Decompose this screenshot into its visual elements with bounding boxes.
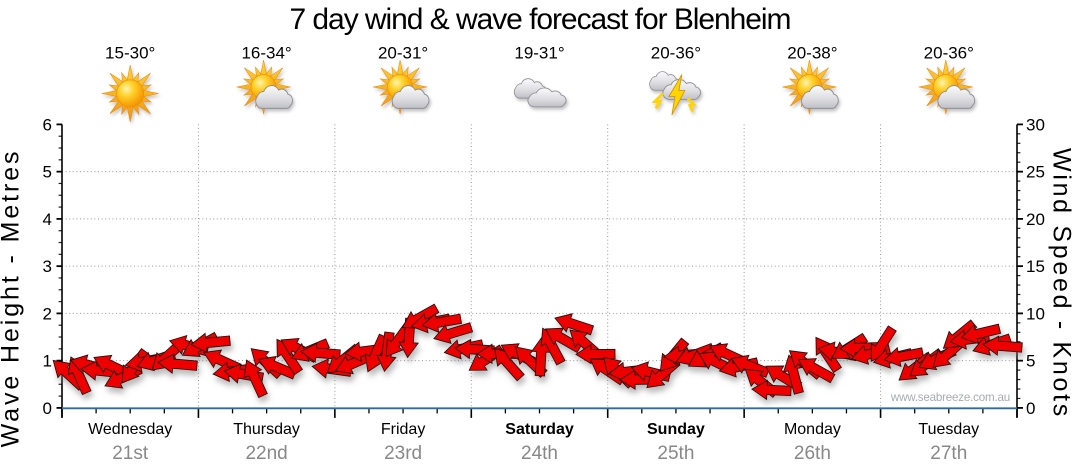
svg-text:Wind Speed - Knots: Wind Speed - Knots xyxy=(1048,148,1076,419)
svg-text:22nd: 22nd xyxy=(245,443,287,464)
svg-text:16-34°: 16-34° xyxy=(241,44,291,63)
svg-text:25th: 25th xyxy=(657,443,694,464)
svg-text:20: 20 xyxy=(1026,210,1045,229)
svg-text:Sunday: Sunday xyxy=(647,421,705,438)
svg-text:Wave Height - Metres: Wave Height - Metres xyxy=(0,149,25,448)
svg-text:7 day wind & wave forecast for: 7 day wind & wave forecast for Blenheim xyxy=(290,3,791,36)
svg-text:27th: 27th xyxy=(930,443,967,464)
svg-text:4: 4 xyxy=(43,210,52,229)
svg-text:3: 3 xyxy=(43,257,52,276)
svg-text:Friday: Friday xyxy=(381,421,425,438)
svg-text:2: 2 xyxy=(43,304,52,323)
svg-text:Wednesday: Wednesday xyxy=(88,421,172,438)
svg-text:20-31°: 20-31° xyxy=(378,44,428,63)
svg-text:26th: 26th xyxy=(794,443,831,464)
svg-text:15-30°: 15-30° xyxy=(105,44,155,63)
svg-text:10: 10 xyxy=(1026,304,1045,323)
svg-text:19-31°: 19-31° xyxy=(514,44,564,63)
svg-text:23rd: 23rd xyxy=(384,443,422,464)
svg-text:20-36°: 20-36° xyxy=(924,44,974,63)
svg-text:20-38°: 20-38° xyxy=(787,44,837,63)
svg-text:Thursday: Thursday xyxy=(233,421,300,438)
svg-text:Saturday: Saturday xyxy=(505,421,574,438)
svg-text:25: 25 xyxy=(1026,163,1045,182)
svg-text:Monday: Monday xyxy=(784,421,841,438)
svg-text:20-36°: 20-36° xyxy=(651,44,701,63)
svg-text:21st: 21st xyxy=(112,443,149,464)
svg-text:24th: 24th xyxy=(521,443,558,464)
svg-text:Tuesday: Tuesday xyxy=(918,421,979,438)
svg-text:0: 0 xyxy=(43,399,52,418)
svg-text:1: 1 xyxy=(43,352,52,371)
svg-text:30: 30 xyxy=(1026,115,1045,134)
svg-text:15: 15 xyxy=(1026,257,1045,276)
svg-text:5: 5 xyxy=(43,163,52,182)
svg-text:5: 5 xyxy=(1026,352,1035,371)
svg-text:www.seabreeze.com.au: www.seabreeze.com.au xyxy=(890,391,1010,404)
svg-text:6: 6 xyxy=(43,115,52,134)
svg-text:0: 0 xyxy=(1026,399,1035,418)
